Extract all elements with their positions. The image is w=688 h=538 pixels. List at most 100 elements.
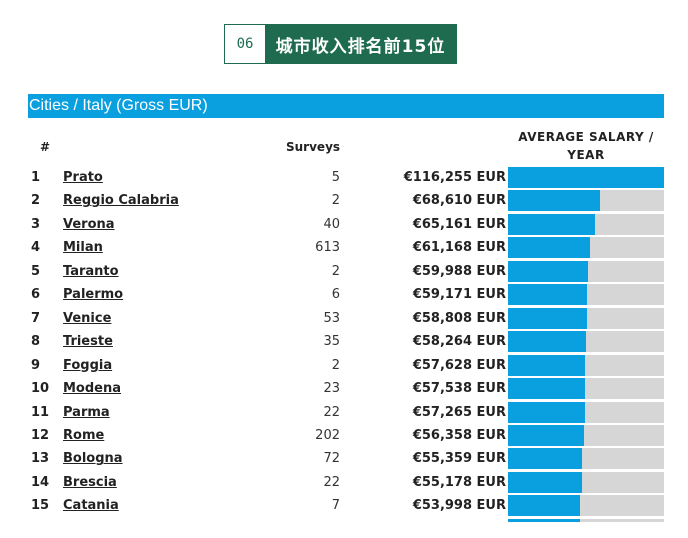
salary-label: €57,538 EUR [412,381,506,397]
salary-bar [508,307,587,329]
surveys-cell: 2 [331,193,340,209]
table-row: 1 Prato 5 €116,255 EUR [28,166,664,189]
salary-label: €57,628 EUR [412,357,506,373]
rank-cell: 4 [31,240,41,256]
city-link[interactable]: Verona [63,216,115,232]
rank-cell: 8 [31,334,41,350]
surveys-cell: 2 [331,263,340,279]
city-link[interactable]: Modena [63,381,122,397]
column-header-salary: AVERAGE SALARY / YEAR [518,130,654,162]
rank-cell: 10 [31,381,50,397]
rank-cell: 9 [31,357,41,373]
salary-bar-track [508,190,664,212]
salary-bar-track [508,167,664,188]
salary-bar [508,378,586,400]
salary-bar-track [508,424,664,446]
table-row: 15 Catania 7 €53,998 EUR [28,494,664,517]
salary-bar [508,401,585,423]
salary-bar-track [508,331,664,353]
salary-label: €59,988 EUR [412,263,506,279]
bar-partial-track [580,519,664,522]
rank-cell: 15 [31,498,50,514]
surveys-cell: 2 [331,357,340,373]
city-link[interactable]: Palermo [63,287,124,303]
table-title: Cities / Italy (Gross EUR) [28,94,664,118]
rank-cell: 12 [31,427,50,443]
city-link[interactable]: Rome [63,427,105,443]
salary-bar [508,190,601,212]
surveys-cell: 53 [323,310,340,326]
section-badge: 06 城市收入排名前15位 [224,24,457,64]
surveys-cell: 613 [315,240,340,256]
table-row: 13 Bologna 72 €55,359 EUR [28,447,664,470]
city-link[interactable]: Reggio Calabria [63,193,179,209]
section-number: 06 [225,25,265,63]
city-link[interactable]: Parma [63,404,110,420]
salary-label: €58,808 EUR [412,310,506,326]
table-row: 7 Venice 53 €58,808 EUR [28,307,664,330]
surveys-cell: 40 [323,216,340,232]
city-link[interactable]: Trieste [63,334,113,350]
table-row: 3 Verona 40 €65,161 EUR [28,213,664,236]
salary-bar [508,167,664,188]
salary-bar [508,260,589,282]
surveys-cell: 35 [323,334,340,350]
table-row: 8 Trieste 35 €58,264 EUR [28,330,664,353]
salary-label: €68,610 EUR [412,193,506,209]
city-link[interactable]: Foggia [63,357,113,373]
table-row: 5 Taranto 2 €59,988 EUR [28,260,664,283]
salary-label: €116,255 EUR [403,170,506,185]
surveys-cell: 22 [323,404,340,420]
column-header-rank: # [40,140,51,154]
table-row: 6 Palermo 6 €59,171 EUR [28,283,664,306]
rank-cell: 13 [31,451,50,467]
table-row: 10 Modena 23 €57,538 EUR [28,377,664,400]
rank-cell: 3 [31,216,41,232]
salary-bar-track [508,213,664,235]
table-row: 9 Foggia 2 €57,628 EUR [28,354,664,377]
salary-bar-track [508,448,664,470]
surveys-cell: 5 [331,170,340,185]
salary-bar [508,448,583,470]
city-link[interactable]: Catania [63,498,119,514]
table-row: 4 Milan 613 €61,168 EUR [28,236,664,259]
rank-cell: 5 [31,263,41,279]
surveys-cell: 6 [331,287,340,303]
salary-bar-track [508,378,664,400]
section-title: 城市收入排名前15位 [265,25,456,63]
column-header-surveys: Surveys [286,140,341,154]
rank-cell: 14 [31,474,50,490]
salary-label: €53,998 EUR [412,498,506,514]
salary-bar-track [508,307,664,329]
salary-label: €61,168 EUR [412,240,506,256]
city-link[interactable]: Prato [63,170,103,185]
surveys-cell: 7 [331,498,340,514]
table-row: 11 Parma 22 €57,265 EUR [28,401,664,424]
salary-bar [508,495,581,517]
salary-bar-track [508,260,664,282]
table-row: 2 Reggio Calabria 2 €68,610 EUR [28,189,664,212]
rank-cell: 7 [31,310,41,326]
salary-label: €56,358 EUR [412,427,506,443]
salary-bar-track [508,495,664,517]
salary-bar [508,331,587,353]
city-link[interactable]: Bologna [63,451,123,467]
salary-bar [508,354,586,376]
salary-label: €59,171 EUR [412,287,506,303]
city-link[interactable]: Venice [63,310,112,326]
salary-bar-track [508,284,664,306]
city-link[interactable]: Brescia [63,474,117,490]
salary-bar-track [508,471,664,493]
salary-label: €57,265 EUR [412,404,506,420]
salary-label: €65,161 EUR [412,216,506,232]
city-link[interactable]: Milan [63,240,103,256]
rank-cell: 11 [31,404,50,420]
salary-label: €58,264 EUR [412,334,506,350]
salary-bar [508,237,591,259]
rank-cell: 2 [31,193,41,209]
surveys-cell: 22 [323,474,340,490]
city-link[interactable]: Taranto [63,263,119,279]
table-row: 12 Rome 202 €56,358 EUR [28,424,664,447]
salary-bar [508,284,588,306]
salary-label: €55,178 EUR [412,474,506,490]
